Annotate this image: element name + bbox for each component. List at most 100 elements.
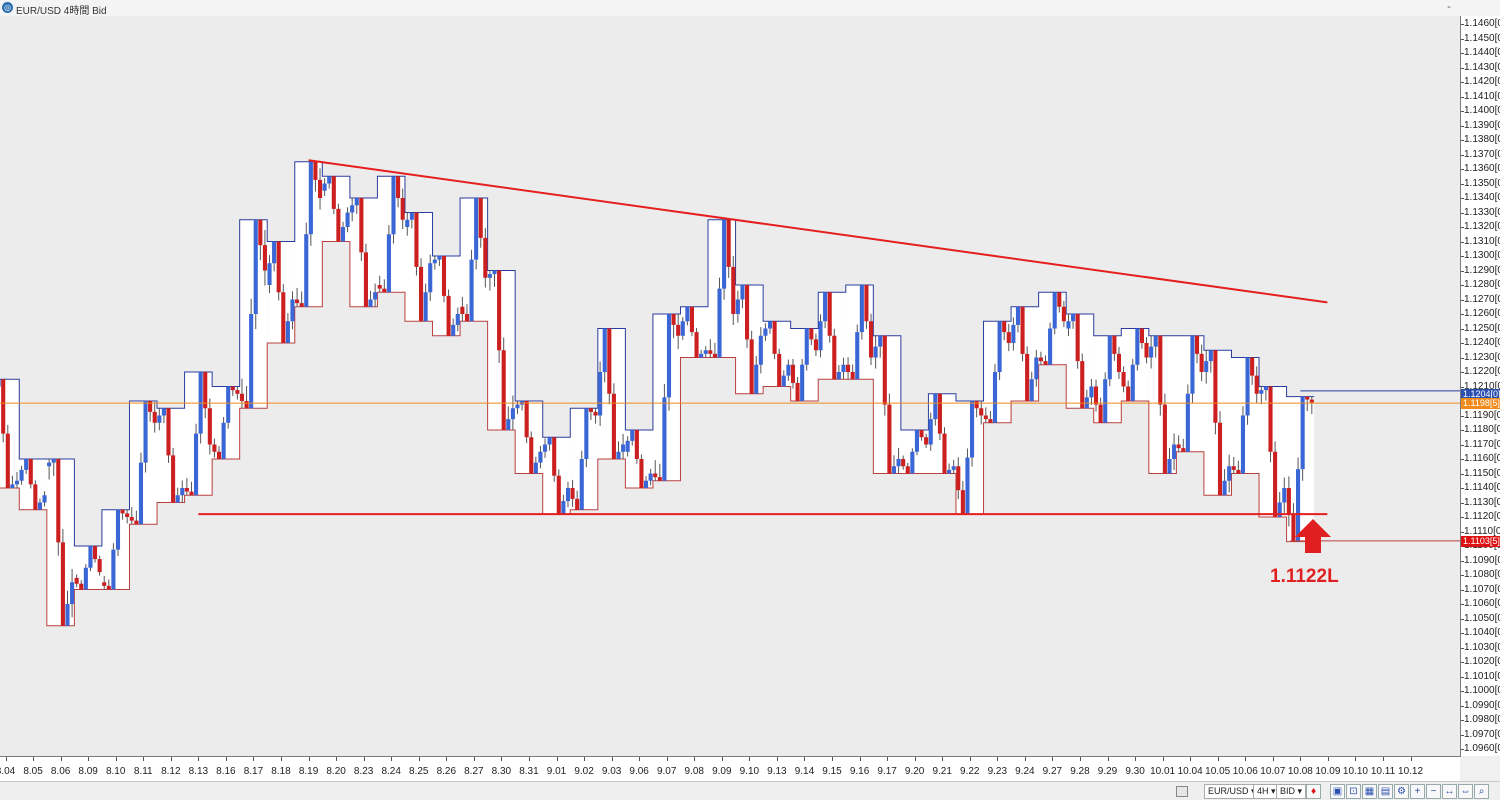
x-tick-label: 9.16 <box>849 766 870 777</box>
y-tick-label: 1.1160[0] <box>1464 453 1500 464</box>
candle-body <box>1273 451 1278 517</box>
channel-box <box>818 292 846 380</box>
candle-body <box>983 415 988 420</box>
candle-body <box>621 444 626 452</box>
x-tick-label: 10.10 <box>1342 766 1368 777</box>
zoom-fit-icon[interactable]: ▣ <box>1330 784 1345 799</box>
candle-body <box>405 219 410 227</box>
candle-body <box>354 198 359 206</box>
candle-body <box>194 433 199 496</box>
candle-body <box>359 198 364 253</box>
candle-body <box>630 430 635 441</box>
x-tick <box>1245 757 1247 761</box>
candle-body <box>666 314 672 398</box>
y-tick <box>1461 154 1464 156</box>
x-tick-label: 9.02 <box>574 766 594 777</box>
candle-body <box>446 295 451 336</box>
channel-box <box>1121 328 1149 401</box>
x-tick <box>721 757 723 761</box>
candle-body <box>997 321 1002 372</box>
x-tick-label: 9.27 <box>1042 766 1063 777</box>
x-tick <box>308 757 310 761</box>
candle-body <box>988 419 993 423</box>
candle-body <box>1217 422 1223 496</box>
y-tick <box>1461 212 1464 214</box>
zoom-region-icon[interactable]: ⊡ <box>1346 784 1361 799</box>
candle-body <box>864 285 869 322</box>
y-tick-label: 1.1240[0] <box>1464 337 1500 348</box>
y-tick-label: 1.1040[0] <box>1464 627 1500 638</box>
x-tick-label: 8.18 <box>271 766 291 777</box>
candle-body <box>891 466 897 474</box>
candle-body <box>460 306 465 314</box>
candle-body <box>1020 306 1025 354</box>
price-channel <box>0 161 1315 627</box>
settings-icon[interactable]: ⚙ <box>1394 784 1409 799</box>
candle-body <box>804 328 809 365</box>
y-tick-label: 1.1280[0] <box>1464 279 1500 290</box>
indicator-icon[interactable]: ♦ <box>1306 784 1321 799</box>
channel-box <box>790 328 819 401</box>
x-tick-label: 10.05 <box>1205 766 1231 777</box>
x-tick <box>5 757 7 761</box>
x-tick <box>1272 757 1274 761</box>
y-tick <box>1461 459 1464 460</box>
candle-body <box>542 444 548 452</box>
y-tick <box>1461 488 1464 489</box>
candle-body <box>529 437 534 474</box>
x-tick-label: 9.17 <box>877 766 897 777</box>
candle-body <box>745 285 750 340</box>
y-tick-label: 1.1220[0] <box>1464 366 1500 377</box>
candle-body <box>267 263 272 285</box>
candle-body <box>134 520 139 525</box>
y-tick <box>1461 676 1464 678</box>
x-tick-label: 9.23 <box>987 766 1008 777</box>
y-tick-label: 1.1020[0] <box>1464 656 1500 667</box>
candle-body <box>1231 466 1236 470</box>
candle-body <box>281 292 286 343</box>
candle-body <box>212 444 217 452</box>
chart-icon[interactable]: ▤ <box>1378 784 1393 799</box>
x-tick <box>832 757 833 761</box>
x-tick-label: 9.21 <box>932 766 952 777</box>
x-tick <box>942 757 944 761</box>
x-tick-label: 8.24 <box>381 766 401 777</box>
x-tick <box>253 757 255 761</box>
x-tick-label: 10.09 <box>1315 766 1341 777</box>
candle-body <box>143 401 148 463</box>
minimize-button[interactable]: - <box>1447 1 1451 13</box>
y-tick <box>1461 415 1464 417</box>
expand-icon[interactable]: ↔ <box>1442 784 1457 799</box>
candle-body <box>602 328 607 372</box>
candle-body <box>1149 346 1154 358</box>
candle-body <box>1286 488 1291 515</box>
channel-box <box>74 546 102 590</box>
candle-body <box>37 502 42 510</box>
candle-body <box>777 353 782 387</box>
scroll-thumb[interactable] <box>1176 786 1188 797</box>
price-side-select[interactable]: BID ▾ <box>1276 784 1307 799</box>
symbol-select[interactable]: EUR/USD ▾ <box>1204 784 1260 799</box>
candle-body <box>175 495 180 503</box>
candle-body <box>216 451 222 459</box>
candle-body <box>818 321 823 351</box>
y-tick-label: 1.1340[0] <box>1464 192 1500 203</box>
zoom-in-icon[interactable]: + <box>1410 784 1425 799</box>
candle-body <box>1305 396 1310 400</box>
compress-icon[interactable]: ⇔ <box>1458 784 1473 799</box>
zoom-out-icon[interactable]: − <box>1426 784 1441 799</box>
x-tick-label: 9.15 <box>822 766 842 777</box>
candle-body <box>441 256 447 296</box>
candle-body <box>492 270 497 275</box>
y-tick-label: 1.1290[0] <box>1464 264 1500 276</box>
x-tick-label: 8.09 <box>78 766 98 777</box>
grid-icon[interactable]: ▦ <box>1362 784 1377 799</box>
channel-box <box>1231 357 1260 474</box>
x-tick-label: 9.07 <box>656 766 677 777</box>
candle-body <box>1259 390 1264 394</box>
candle-body <box>515 404 520 409</box>
y-tick-label: 1.1300[0] <box>1464 250 1500 261</box>
candle-body <box>148 401 153 412</box>
candle-body <box>722 219 727 289</box>
search-icon[interactable]: ⌕ <box>1474 784 1489 799</box>
